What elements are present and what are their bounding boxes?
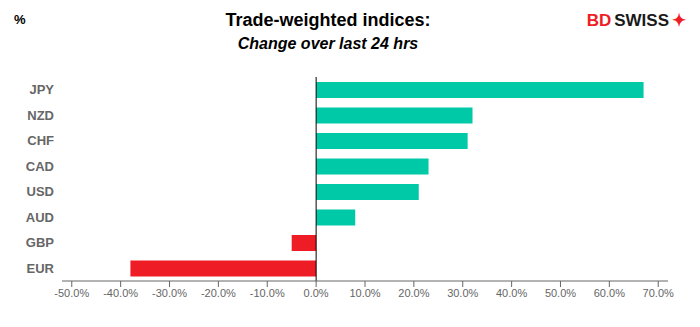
svg-text:-10.0%: -10.0% <box>250 287 285 299</box>
svg-text:JPY: JPY <box>29 82 54 97</box>
svg-text:CAD: CAD <box>26 159 54 174</box>
svg-text:70.0%: 70.0% <box>643 287 674 299</box>
svg-text:EUR: EUR <box>27 261 55 276</box>
svg-text:0.0%: 0.0% <box>304 287 329 299</box>
svg-text:NZD: NZD <box>27 108 54 123</box>
svg-text:60.0%: 60.0% <box>594 287 625 299</box>
svg-text:-40.0%: -40.0% <box>103 287 138 299</box>
svg-text:GBP: GBP <box>26 235 55 250</box>
svg-text:20.0%: 20.0% <box>398 287 429 299</box>
html-text:BD SWISS ✦: BD SWISS ✦ <box>586 11 686 30</box>
svg-text:40.0%: 40.0% <box>496 287 527 299</box>
html-text:Change over last 24 hrs: Change over last 24 hrs <box>237 35 419 52</box>
svg-text:10.0%: 10.0% <box>349 287 380 299</box>
svg-text:-50.0%: -50.0% <box>54 287 89 299</box>
svg-text:-20.0%: -20.0% <box>201 287 236 299</box>
svg-text:USD: USD <box>27 184 54 199</box>
svg-text:50.0%: 50.0% <box>545 287 576 299</box>
svg-text:30.0%: 30.0% <box>447 287 478 299</box>
svg-text:CHF: CHF <box>27 133 54 148</box>
svg-text:-30.0%: -30.0% <box>152 287 187 299</box>
html-text:Trade-weighted indices:: Trade-weighted indices: <box>225 10 431 30</box>
svg-text:AUD: AUD <box>26 210 54 225</box>
